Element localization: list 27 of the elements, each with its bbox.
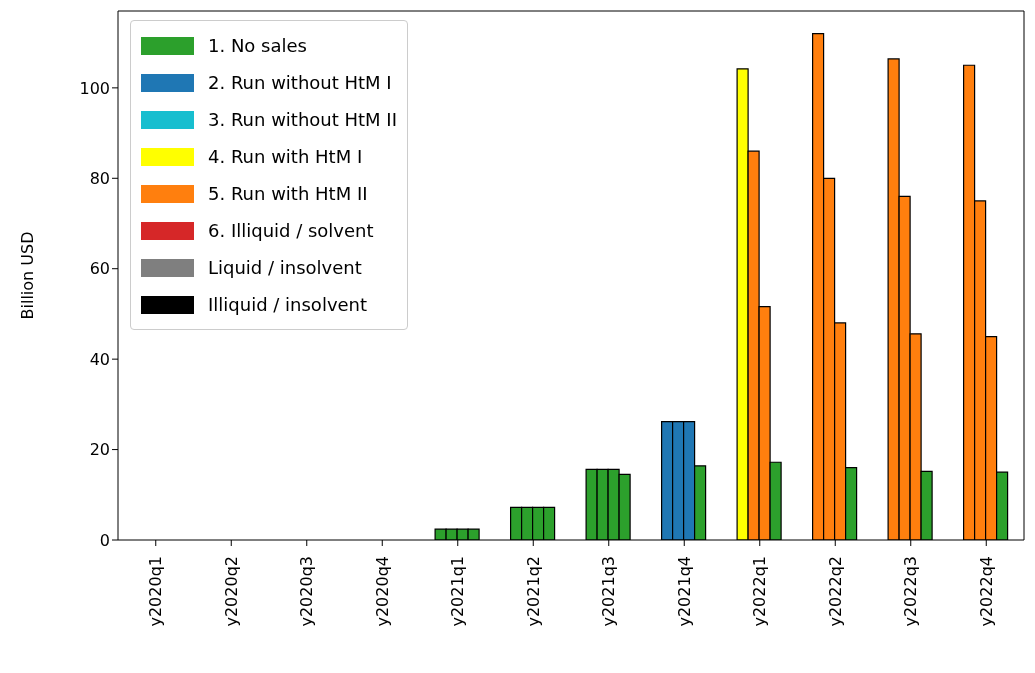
legend-label: 4. Run with HtM I <box>208 146 363 167</box>
legend-label: Liquid / insolvent <box>208 257 362 278</box>
y-tick-label: 80 <box>89 168 110 188</box>
legend-label: 1. No sales <box>208 35 307 56</box>
y-tick-label: 0 <box>99 530 110 550</box>
x-tick-label: y2020q2 <box>221 556 241 627</box>
y-tick-label: 60 <box>89 259 110 279</box>
y-tick-label: 20 <box>89 440 110 460</box>
legend-label: 3. Run without HtM II <box>208 109 397 130</box>
x-tick-label: y2020q1 <box>146 556 166 627</box>
legend-label: Illiquid / insolvent <box>208 294 368 315</box>
legend-label: 2. Run without HtM I <box>208 72 392 93</box>
x-tick-label: y2020q4 <box>372 556 392 627</box>
y-tick-label: 100 <box>79 78 110 98</box>
x-tick-label: y2021q2 <box>523 556 543 627</box>
x-tick-label: y2022q4 <box>976 556 996 627</box>
x-tick-label: y2022q2 <box>825 556 845 627</box>
x-tick-label: y2022q3 <box>901 556 921 627</box>
x-tick-label: y2021q3 <box>599 556 619 627</box>
y-axis-title: Billion USD <box>17 231 37 320</box>
legend-label: 6. Illiquid / solvent <box>208 220 374 241</box>
x-tick-label: y2021q1 <box>448 556 468 627</box>
y-tick-label: 40 <box>89 349 110 369</box>
legend-label: 5. Run with HtM II <box>208 183 368 204</box>
x-tick-label: y2020q3 <box>297 556 317 627</box>
x-tick-label: y2021q4 <box>674 556 694 627</box>
x-tick-label: y2022q1 <box>750 556 770 627</box>
